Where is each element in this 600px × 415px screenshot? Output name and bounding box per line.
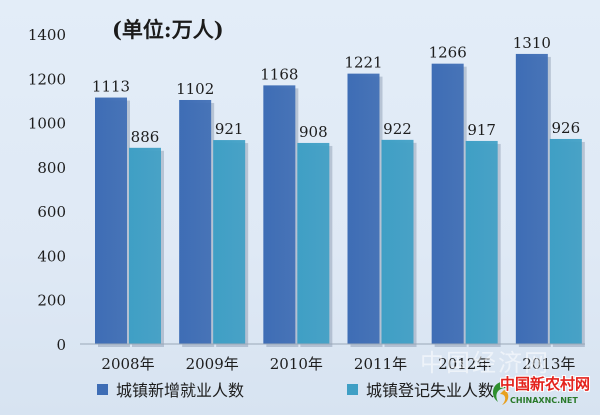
y-tick-label: 0: [56, 336, 66, 354]
y-tick-label: 200: [37, 292, 66, 310]
bar-new-employment: [95, 97, 127, 344]
legend-item-registered-unemployment: 城镇登记失业人数: [347, 377, 494, 401]
bar-new-employment: [515, 53, 548, 345]
logo-title: 中国新农村网: [500, 375, 591, 393]
bar-new-employment: [431, 63, 464, 345]
bar-data-label: 917: [467, 121, 496, 139]
legend-swatch-registered-unemployment: [347, 383, 358, 395]
bar-new-employment: [347, 73, 380, 344]
legend: 城镇新增就业人数 城镇登记失业人数: [0, 377, 600, 407]
watermark-text: 中国经济网: [420, 349, 550, 377]
bar-data-label: 921: [215, 120, 244, 138]
x-axis: 2008年 2009年 2010年 2011年 2012年 2013年: [80, 343, 585, 373]
bar-new-employment: [179, 99, 212, 344]
legend-label-registered-unemployment: 城镇登记失业人数: [366, 381, 495, 400]
x-tick-label: 2013年: [522, 355, 575, 373]
y-tick-label: 800: [37, 159, 66, 177]
bar-data-label: 1113: [92, 78, 130, 96]
unit-label: (单位:万人): [112, 17, 224, 42]
bar-data-label: 1310: [513, 34, 551, 52]
y-tick-label: 600: [37, 203, 66, 221]
y-tick-label: 1000: [28, 115, 66, 133]
site-logo: 中国新农村网 CHINAXNC.NET: [492, 372, 598, 412]
bar-data-label: 1266: [429, 44, 467, 62]
swirl-logo-icon: [492, 382, 509, 405]
y-tick-label: 1200: [28, 70, 66, 88]
bar-new-employment: [263, 85, 296, 344]
bar-registered-unemployment: [297, 142, 330, 344]
legend-item-new-employment: 城镇新增就业人数: [97, 377, 244, 401]
y-tick-label: 400: [37, 247, 66, 265]
legend-swatch-new-employment: [97, 383, 108, 395]
bar-data-label: 908: [299, 123, 328, 141]
bar-registered-unemployment: [213, 140, 246, 344]
y-tick-label: 1400: [28, 26, 66, 44]
x-tick-label: 2010年: [270, 355, 323, 373]
bar-data-label: 1102: [176, 80, 214, 98]
y-axis: 0 200 400 600 800 1000 1200 1400: [28, 26, 66, 354]
bar-registered-unemployment: [129, 147, 161, 344]
bar-data-label: 926: [552, 119, 581, 137]
legend-label-new-employment: 城镇新增就业人数: [116, 381, 245, 400]
x-tick-label: 2012年: [438, 355, 491, 373]
x-tick-label: 2009年: [186, 355, 239, 373]
bar-data-label: 922: [383, 120, 412, 138]
x-tick-label: 2011年: [354, 355, 407, 373]
bar-data-label: 1221: [344, 54, 382, 72]
bar-data-label: 1168: [260, 65, 298, 83]
bars-group: 1113 886 1102 921 1168 908 1221 922 1266 917 1310 9…: [92, 34, 585, 348]
x-tick-label: 2008年: [101, 355, 154, 373]
logo-url: CHINAXNC.NET: [510, 396, 578, 405]
bar-registered-unemployment: [465, 140, 498, 344]
bar-registered-unemployment: [549, 138, 582, 344]
bar-registered-unemployment: [381, 139, 414, 344]
bar-data-label: 886: [131, 128, 160, 146]
